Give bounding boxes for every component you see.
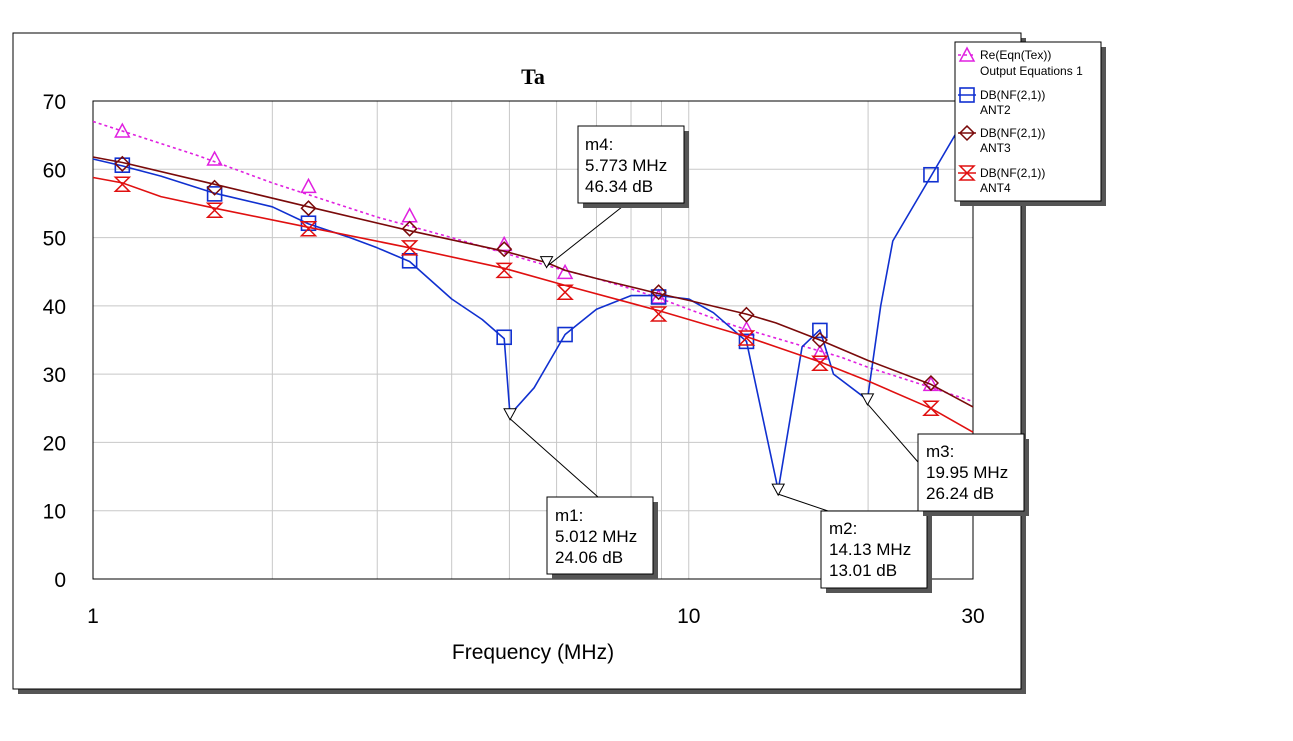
legend-entry-3-sublabel: ANT3 (980, 141, 1011, 155)
series-2-point (650, 289, 667, 305)
marker-m2-leader (778, 493, 829, 512)
series-2-point (557, 326, 573, 343)
x-tick-label: 10 (677, 605, 700, 628)
legend: Re(Eqn(Tex)) Output Equations 1 DB(NF(2,… (954, 41, 1106, 206)
marker-m3-symbol (860, 393, 875, 406)
marker-m4-box: m4: 5.773 MHz 46.34 dB (577, 125, 689, 208)
series-3-point (738, 306, 755, 323)
marker-m4-panel (577, 125, 685, 204)
marker-m2-box: m2: 14.13 MHz 13.01 dB (820, 510, 932, 593)
series-line-3 (92, 156, 974, 408)
marker-m2-freq: 14.13 MHz (829, 540, 911, 559)
y-tick-label: 70 (43, 91, 66, 114)
legend-symbol-2 (959, 87, 975, 103)
series-2-point (496, 329, 512, 346)
marker-m2-symbol (771, 483, 786, 497)
marker-m2-label: m2: (829, 519, 857, 538)
x-tick-label: 1 (87, 605, 99, 628)
marker-m3-freq: 19.95 MHz (926, 463, 1008, 482)
series-4-point (400, 240, 419, 256)
marker-m3-panel (917, 433, 1025, 512)
series-line-1 (92, 120, 974, 403)
legend-symbol-1 (958, 46, 976, 62)
series-4-point (737, 330, 756, 346)
series-1-point (206, 150, 223, 166)
marker-m3-value: 26.24 dB (926, 484, 994, 503)
y-tick-label: 30 (43, 364, 66, 387)
marker-m3-leader (867, 403, 919, 463)
marker-m4-leader (546, 202, 628, 267)
series-2-point (923, 166, 939, 183)
series-3-point (206, 179, 223, 196)
y-tick-label: 60 (43, 159, 66, 182)
series-4-point (299, 220, 318, 237)
legend-box (954, 41, 1102, 202)
y-tick-label: 40 (43, 296, 66, 319)
marker-m1-panel (546, 496, 654, 575)
series-1-point (300, 177, 317, 194)
marker-m1-box: m1: 5.012 MHz 24.06 dB (546, 496, 658, 579)
marker-m1-leader (509, 418, 599, 498)
marker-m4-label: m4: (585, 135, 613, 154)
marker-m3-label: m3: (926, 442, 954, 461)
marker-m4-value: 46.34 dB (585, 177, 653, 196)
series-3-point (496, 241, 513, 258)
y-tick-label: 20 (43, 432, 66, 455)
series-3-point (922, 374, 940, 392)
y-tick-label: 50 (43, 228, 66, 251)
legend-entry-1-sublabel: Output Equations 1 (980, 64, 1083, 78)
legend-entry-3-name: DB(NF(2,1)) (980, 126, 1045, 140)
marker-m1-value: 24.06 dB (555, 548, 623, 567)
legend-symbol-3 (958, 124, 976, 142)
series-4-point (495, 262, 513, 279)
chart-title: Ta (521, 64, 545, 89)
series-4-point (556, 284, 574, 300)
series-4-point (649, 306, 668, 322)
series-2-point (206, 186, 223, 202)
x-tick-label: 30 (961, 605, 984, 628)
series-4-point (811, 355, 829, 371)
legend-symbol-4 (958, 165, 976, 181)
series-4-point (922, 400, 940, 417)
marker-m3-box: m3: 19.95 MHz 26.24 dB (917, 433, 1029, 516)
x-axis-title: Frequency (MHz) (452, 641, 614, 664)
series-1-point (114, 122, 131, 138)
marker-m1-symbol (503, 408, 517, 421)
series-3-point (811, 331, 828, 349)
series-4-point (205, 202, 224, 219)
series-3-point (401, 220, 418, 237)
series-2-point (812, 322, 828, 339)
series-4-point (113, 176, 132, 193)
series-2-point (738, 333, 755, 350)
series-3-point (650, 284, 667, 301)
series-2-point (401, 252, 418, 269)
y-tick-label: 10 (43, 501, 66, 524)
marker-m1-label: m1: (555, 506, 583, 525)
legend-entry-2-sublabel: ANT2 (980, 103, 1011, 117)
marker-m4-symbol (539, 256, 554, 269)
series-3-point (114, 155, 131, 172)
legend-entry-2-name: DB(NF(2,1)) (980, 88, 1045, 102)
plot-area-border (92, 100, 974, 580)
marker-m2-value: 13.01 dB (829, 561, 897, 580)
legend-entry-4-sublabel: ANT4 (980, 181, 1011, 195)
marker-m4-freq: 5.773 MHz (585, 156, 667, 175)
series-1-point (811, 344, 829, 360)
marker-m2-panel (820, 510, 928, 589)
series-2-point (114, 157, 131, 173)
series-3-point (300, 200, 317, 217)
legend-entry-1-name: Re(Eqn(Tex)) (980, 48, 1051, 62)
marker-m1-freq: 5.012 MHz (555, 527, 637, 546)
series-line-4 (92, 176, 974, 433)
y-tick-label: 0 (54, 569, 66, 592)
legend-entry-4-name: DB(NF(2,1)) (980, 166, 1045, 180)
